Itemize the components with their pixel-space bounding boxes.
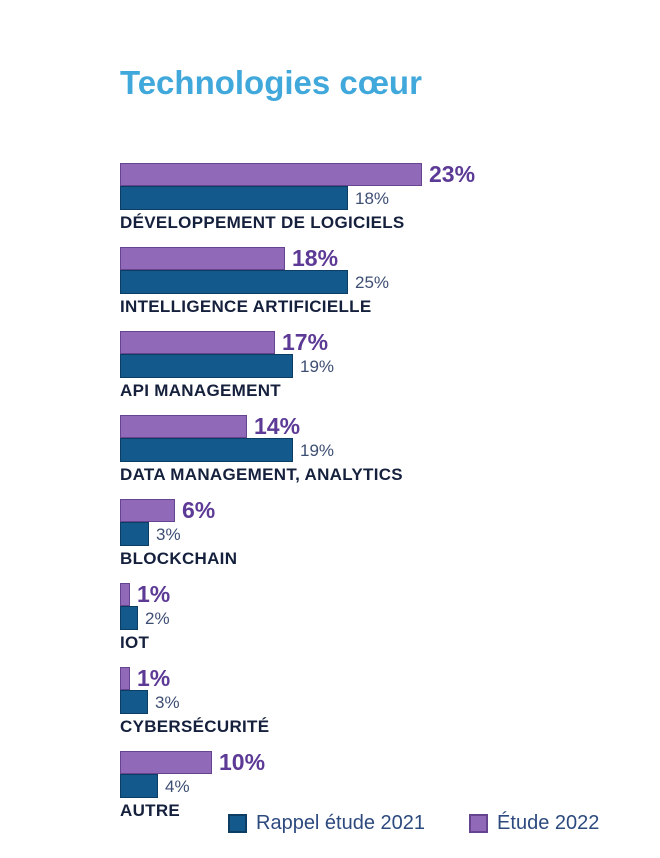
- chart-group: 1% 3% CYBERSÉCURITÉ: [120, 667, 475, 737]
- category-label: CYBERSÉCURITÉ: [120, 717, 270, 736]
- bar-etude-2022: [120, 247, 285, 270]
- bar-value-etude-2022: 6%: [182, 497, 216, 523]
- legend-label-2022: Étude 2022: [497, 812, 600, 834]
- bar-row: 18%: [120, 186, 475, 210]
- bar-row: 1%: [120, 583, 475, 606]
- bar-row: 19%: [120, 438, 475, 462]
- bar-value-rappel-2021: 2%: [145, 608, 170, 628]
- bar-rappel-2021: [120, 438, 293, 462]
- legend-swatch-2022-icon: [469, 814, 489, 833]
- bar-value-etude-2022: 1%: [137, 581, 171, 607]
- bar-etude-2022: [120, 667, 130, 690]
- bar-row: 1%: [120, 667, 475, 690]
- bar-etude-2022: [120, 415, 247, 438]
- bar-value-rappel-2021: 3%: [155, 692, 180, 712]
- bar-value-etude-2022: 14%: [254, 413, 301, 439]
- bar-row: 25%: [120, 270, 475, 294]
- bar-etude-2022: [120, 163, 422, 186]
- chart-group: 23% 18% DÉVELOPPEMENT DE LOGICIELS: [120, 163, 475, 233]
- bar-value-rappel-2021: 4%: [165, 776, 190, 796]
- bar-value-etude-2022: 17%: [282, 329, 329, 355]
- bar-value-rappel-2021: 18%: [355, 188, 390, 208]
- category-label: INTELLIGENCE ARTIFICIELLE: [120, 297, 372, 316]
- bar-value-rappel-2021: 3%: [156, 524, 181, 544]
- bar-row: 6%: [120, 499, 475, 522]
- bar-etude-2022: [120, 751, 212, 774]
- category-label: API MANAGEMENT: [120, 381, 281, 400]
- bar-row: 18%: [120, 247, 475, 270]
- bar-value-etude-2022: 10%: [219, 749, 266, 775]
- bar-rappel-2021: [120, 522, 149, 546]
- bar-value-rappel-2021: 19%: [300, 356, 335, 376]
- bar-chart: 23% 18% DÉVELOPPEMENT DE LOGICIELS 18% 25% IN…: [120, 163, 475, 835]
- bar-rappel-2021: [120, 354, 293, 378]
- category-label: AUTRE: [120, 801, 181, 820]
- bar-value-etude-2022: 1%: [137, 665, 171, 691]
- chart-group: 6% 3% BLOCKCHAIN: [120, 499, 475, 569]
- category-label: DÉVELOPPEMENT DE LOGICIELS: [120, 213, 405, 232]
- bar-rappel-2021: [120, 186, 348, 210]
- bar-row: 2%: [120, 606, 475, 630]
- bar-row: 23%: [120, 163, 475, 186]
- bar-row: 19%: [120, 354, 475, 378]
- bar-rappel-2021: [120, 690, 148, 714]
- bar-rappel-2021: [120, 774, 158, 798]
- bar-row: 3%: [120, 522, 475, 546]
- bar-rappel-2021: [120, 606, 138, 630]
- bar-row: 4%: [120, 774, 475, 798]
- bar-row: 3%: [120, 690, 475, 714]
- legend-label-2021: Rappel étude 2021: [256, 812, 426, 834]
- chart-group: 17% 19% API MANAGEMENT: [120, 331, 475, 401]
- bar-value-rappel-2021: 25%: [355, 272, 390, 292]
- bar-etude-2022: [120, 331, 275, 354]
- category-label: DATA MANAGEMENT, ANALYTICS: [120, 465, 403, 484]
- chart-group: 10% 4% AUTRE: [120, 751, 475, 821]
- chart-legend: Rappel étude 2021 Étude 2022: [228, 812, 599, 835]
- chart-group: 18% 25% INTELLIGENCE ARTIFICIELLE: [120, 247, 475, 317]
- chart-group: 1% 2% IOT: [120, 583, 475, 653]
- category-label: BLOCKCHAIN: [120, 549, 238, 568]
- bar-row: 10%: [120, 751, 475, 774]
- bar-value-rappel-2021: 19%: [300, 440, 335, 460]
- category-label: IOT: [120, 633, 150, 652]
- legend-item-etude-2022: Étude 2022: [469, 812, 599, 835]
- bar-value-etude-2022: 18%: [292, 245, 339, 271]
- bar-row: 17%: [120, 331, 475, 354]
- bar-etude-2022: [120, 499, 175, 522]
- bar-rappel-2021: [120, 270, 348, 294]
- bar-row: 14%: [120, 415, 475, 438]
- bar-value-etude-2022: 23%: [429, 161, 476, 187]
- chart-group: 14% 19% DATA MANAGEMENT, ANALYTICS: [120, 415, 475, 485]
- bar-etude-2022: [120, 583, 130, 606]
- legend-swatch-2021-icon: [228, 814, 247, 833]
- chart-title: Technologies cœur: [120, 64, 422, 101]
- legend-item-rappel-2021: Rappel étude 2021: [228, 812, 425, 835]
